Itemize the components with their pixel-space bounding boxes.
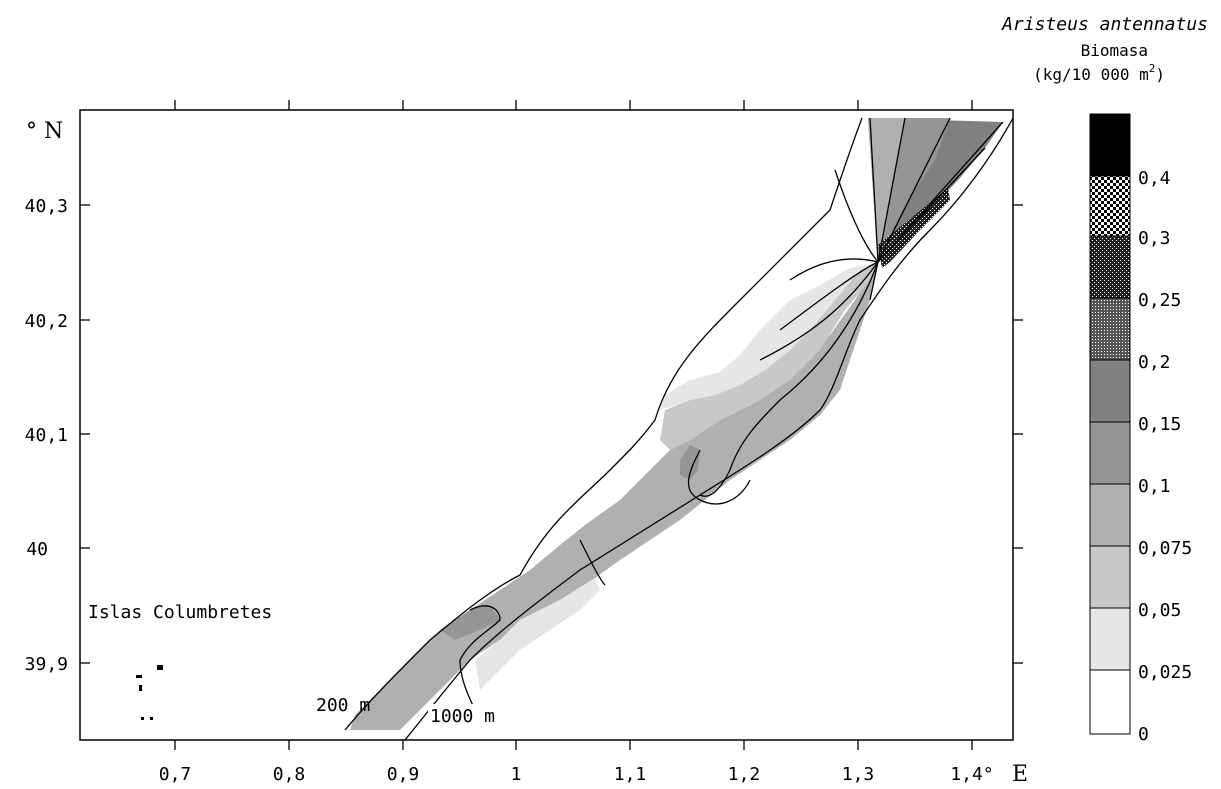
legend-color-bar [1089,113,1131,735]
biomass-zone-south-0-025 [475,578,600,690]
legend-break-label: 0,05 [1138,600,1181,621]
legend-break-label: 0,3 [1138,228,1171,249]
biomass-zone-north-0-25 [878,188,950,268]
legend-class-0-1-0-15 [1089,421,1131,485]
legend-break-label: 0,4 [1138,168,1171,189]
island-marks [136,665,163,720]
lon-tick-label: 0,7 [159,764,192,785]
legend-class-0-05-0-075 [1089,545,1131,609]
legend-labels: 0,4 0,3 0,25 0,2 0,15 0,1 0,075 0,05 0,0… [1138,168,1192,745]
lat-unit-label: ° N [26,119,63,144]
isobath-1000-line [404,117,1013,740]
lon-tick-label: 1 [511,764,522,785]
lat-tick-label: 40,3 [25,196,68,217]
legend-class-0-025-0-05 [1089,607,1131,671]
legend-break-label: 0,25 [1138,290,1181,311]
lon-tick-label: 1,3 [842,764,875,785]
title-unit: (kg/10 000 m2) [1033,62,1165,84]
legend-break-label: 0 [1138,724,1149,745]
title-species: Aristeus antennatus [1001,14,1208,35]
isobath-200-label: 200 m [316,695,370,716]
legend-break-label: 0,025 [1138,662,1192,683]
lon-tick-label: 0,9 [387,764,420,785]
lon-tick-label: 1,1 [614,764,647,785]
legend-class-solid-black [1089,113,1131,177]
map-frame [79,109,1014,741]
lat-tick-label: 40 [26,539,48,560]
lat-tick-label: 40,1 [25,425,68,446]
contour-lines [344,117,1013,740]
legend-class-0-15-0-2 [1089,359,1131,423]
biomass-zone-central-blob [680,445,700,480]
lon-tick-label: 1,4° [950,764,993,785]
islands-label-bg [86,598,348,628]
lat-tick-label: 39,9 [25,654,68,675]
legend-class-fine-dots [1089,297,1131,361]
lon-ticks [174,100,973,750]
biomass-zone-main-0-05 [660,262,878,450]
isobath-1000-label-bg [428,704,520,728]
legend-break-label: 0,15 [1138,414,1181,435]
legend-class-checker [1089,175,1131,237]
isobath-1000-label: 1000 m [430,706,495,727]
lat-ticks [80,204,1023,664]
map-area [350,118,1003,730]
lon-tick-label: 0,8 [273,764,306,785]
lat-tick-label: 40,2 [25,311,68,332]
legend-class-dense-dots [1089,235,1131,299]
legend-break-label: 0,1 [1138,476,1171,497]
islands-label: Islas Columbretes [88,602,272,623]
title-variable: Biomasa [1081,41,1148,60]
lon-tick-label: 1,2 [728,764,761,785]
biomass-zone-north-0-075 [868,118,905,262]
lon-unit-label: E [1012,762,1028,787]
legend-break-label: 0,2 [1138,352,1171,373]
legend-break-label: 0,075 [1138,538,1192,559]
legend-class-0-075-0-1 [1089,483,1131,547]
isobath-200-line [344,117,863,731]
biomass-zone-south-0-1 [440,605,500,640]
legend-class-0-0-025 [1089,669,1131,735]
biomass-zone-main-0-025 [660,262,878,410]
